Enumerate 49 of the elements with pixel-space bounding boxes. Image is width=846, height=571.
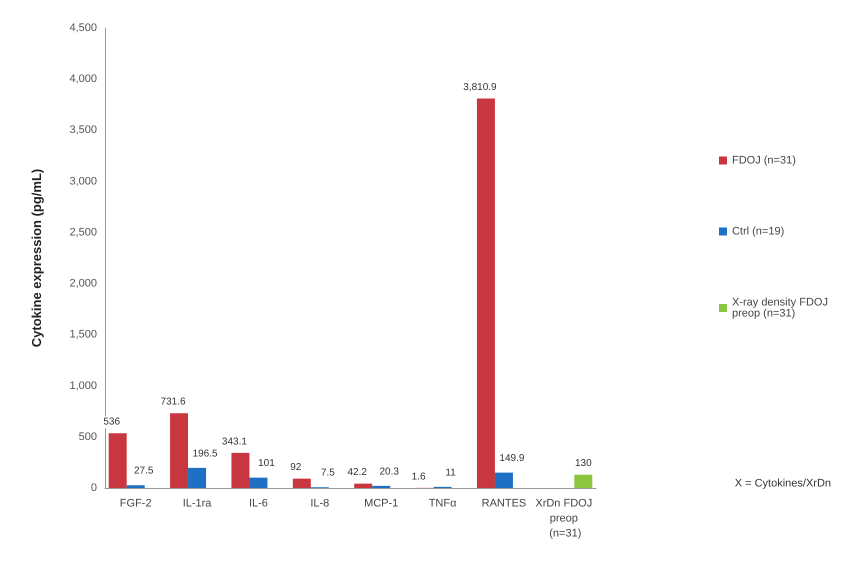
y-axis-title: Cytokine expression (pg/mL) <box>29 168 44 348</box>
bar <box>494 472 513 488</box>
legend-label: X-ray density FDOJ preop (n=31) <box>732 296 832 320</box>
bar <box>231 452 250 488</box>
data-label: 101 <box>258 458 276 470</box>
x-tick-label: XrDn FDOJ preop (n=31) <box>535 498 596 540</box>
x-tick-label: RANTES <box>482 498 526 510</box>
legend-label: FDOJ (n=31) <box>732 154 796 166</box>
x-tick-label: IL-6 <box>248 498 268 510</box>
bar <box>126 485 145 488</box>
bar <box>574 474 592 488</box>
y-tick-label: 1,500 <box>69 328 97 341</box>
data-label: 20.3 <box>379 466 400 478</box>
x-tick-label: FGF-2 <box>120 498 152 510</box>
data-label: 130 <box>574 458 592 470</box>
x-tick-label: IL-1ra <box>182 498 212 510</box>
data-label: 7.5 <box>320 468 336 479</box>
data-label: 343.1 <box>222 436 248 448</box>
data-label: 27.5 <box>134 466 154 477</box>
y-tick-label: 1,000 <box>69 380 97 392</box>
bar <box>170 413 188 488</box>
y-tick-label: 2,000 <box>69 278 97 290</box>
x-tick-label: IL-8 <box>310 498 330 510</box>
bar <box>292 478 311 488</box>
y-tick-label: 500 <box>78 430 97 443</box>
data-label: 92 <box>290 462 302 474</box>
text: X = Cytokines/XrDn <box>734 478 832 490</box>
y-tick-label: 2,500 <box>69 226 97 238</box>
y-tick-label: 4,000 <box>69 73 97 86</box>
data-label: 42.2 <box>347 467 368 478</box>
bar <box>249 478 268 488</box>
data-label: 1.6 <box>412 471 426 482</box>
x-tick-label: TNFα <box>428 498 458 510</box>
data-label: 11 <box>445 467 456 478</box>
data-label: 536 <box>103 416 120 428</box>
x-tick-label: MCP-1 <box>364 498 398 510</box>
bar <box>476 98 495 488</box>
y-tick-label: 3,000 <box>69 175 97 188</box>
bar <box>354 484 372 488</box>
y-tick-label: 0 <box>90 482 97 494</box>
data-label: 149.9 <box>499 453 525 464</box>
bar <box>108 433 127 488</box>
data-label: 196.5 <box>192 448 218 460</box>
data-label: 3,810.9 <box>463 82 498 93</box>
bar <box>188 468 206 488</box>
y-tick-label: 3,500 <box>69 124 97 136</box>
legend-label: Ctrl (n=19) <box>732 226 784 238</box>
data-label: 731.6 <box>160 396 186 408</box>
y-tick-label: 4,500 <box>69 22 97 34</box>
